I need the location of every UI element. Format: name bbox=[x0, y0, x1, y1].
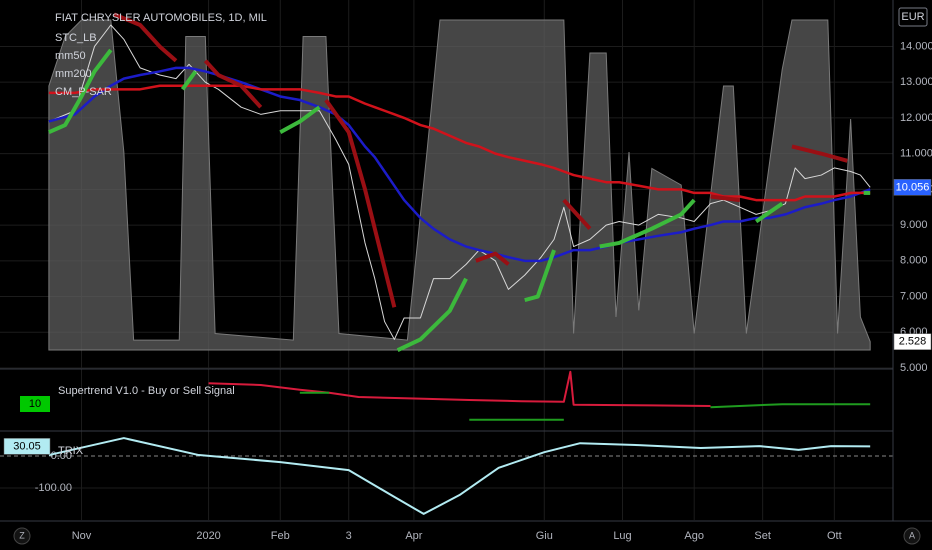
x-tick-label: Nov bbox=[72, 530, 92, 542]
x-tick-label: Apr bbox=[405, 530, 422, 542]
psar-line bbox=[791, 144, 848, 163]
signal-box bbox=[20, 396, 50, 412]
psar-line bbox=[475, 251, 510, 266]
x-tick-label: Ago bbox=[684, 530, 704, 542]
last-value-box bbox=[893, 179, 932, 196]
psar-line bbox=[113, 12, 178, 63]
psar-line bbox=[279, 105, 321, 134]
chart-title: FIAT CHRYSLER AUTOMOBILES, 1D, MIL bbox=[55, 12, 267, 24]
psar-line bbox=[599, 198, 696, 249]
x-tick-label: Lug bbox=[613, 530, 631, 542]
y-tick-label: 11.000 bbox=[900, 148, 932, 160]
y-tick-label: -100.00 bbox=[35, 482, 72, 494]
psar-line bbox=[754, 202, 784, 224]
y-tick-label: 13.000 bbox=[900, 76, 932, 88]
pane-title: TRIX bbox=[58, 445, 84, 457]
y-tick-label: 5.000 bbox=[900, 362, 928, 374]
pane-title: Supertrend V1.0 - Buy or Sell Signal bbox=[58, 385, 235, 397]
currency-box[interactable] bbox=[898, 7, 928, 27]
legend-entry: STC_LB bbox=[55, 32, 97, 44]
x-tick-label: Giu bbox=[536, 530, 553, 542]
currency-label[interactable]: EUR bbox=[901, 11, 924, 23]
last-value-label: 30.05 bbox=[13, 440, 41, 452]
y-tick-label: 12.000 bbox=[900, 112, 932, 124]
series-line bbox=[299, 391, 871, 421]
stc-area bbox=[48, 19, 871, 351]
x-tick-label: Set bbox=[754, 530, 771, 542]
last-value-box bbox=[893, 333, 932, 350]
legend-entry: mm200 bbox=[55, 68, 92, 80]
series-line bbox=[48, 437, 871, 515]
legend-entry: CM_P-SAR bbox=[55, 86, 112, 98]
y-tick-label: 9.000 bbox=[900, 219, 928, 231]
psar-line bbox=[710, 194, 741, 203]
psar-line bbox=[180, 70, 198, 91]
last-value-label: 2.528 bbox=[899, 336, 927, 348]
x-tick-label: 2020 bbox=[196, 530, 220, 542]
psar-line bbox=[203, 59, 263, 109]
ma-line bbox=[48, 66, 871, 263]
psar-line bbox=[396, 277, 468, 352]
y-tick-label: 8.000 bbox=[900, 255, 928, 267]
last-value-box bbox=[3, 438, 51, 455]
x-tick-label: 3 bbox=[346, 530, 352, 542]
y-tick-label: 7.000 bbox=[900, 290, 928, 302]
toolbar-button-label[interactable]: A bbox=[909, 530, 915, 540]
toolbar-button-label[interactable]: Z bbox=[19, 530, 25, 540]
psar-line bbox=[524, 249, 556, 303]
x-tick-label: Feb bbox=[271, 530, 290, 542]
ma-line bbox=[48, 84, 871, 202]
legend-entry: mm50 bbox=[55, 50, 86, 62]
signal-label: 10 bbox=[29, 398, 41, 410]
psar-line bbox=[48, 48, 113, 135]
toolbar-button[interactable] bbox=[903, 527, 921, 545]
x-tick-label: Ott bbox=[827, 530, 842, 542]
series-line bbox=[208, 370, 711, 407]
toolbar-button[interactable] bbox=[13, 527, 31, 545]
psar-line bbox=[324, 98, 397, 308]
y-tick-label: 14.000 bbox=[900, 40, 932, 52]
last-value-label: 10.056 bbox=[896, 181, 930, 193]
psar-line bbox=[562, 198, 592, 231]
